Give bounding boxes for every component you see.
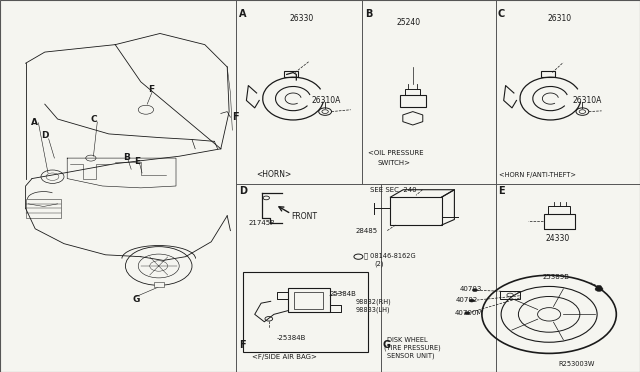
Text: 25240: 25240 (397, 18, 421, 27)
Text: 98832(RH): 98832(RH) (355, 299, 391, 305)
Text: 25389B: 25389B (543, 274, 570, 280)
Text: E: E (498, 186, 504, 196)
Text: DISK WHEEL: DISK WHEEL (387, 337, 428, 343)
Text: SWITCH>: SWITCH> (378, 160, 411, 166)
Text: 26330: 26330 (290, 14, 314, 23)
Text: 24330: 24330 (545, 234, 570, 243)
Circle shape (596, 285, 602, 288)
Text: B: B (123, 153, 130, 162)
Text: (2): (2) (374, 260, 384, 267)
Text: <OIL PRESSURE: <OIL PRESSURE (368, 150, 424, 155)
Text: 28485: 28485 (355, 228, 378, 234)
Text: D: D (239, 186, 247, 196)
Text: -25384B: -25384B (276, 335, 306, 341)
Text: SEE SEC. 240: SEE SEC. 240 (370, 187, 417, 193)
Text: (TIRE PRESSURE): (TIRE PRESSURE) (384, 344, 441, 351)
Text: 98833(LH): 98833(LH) (355, 306, 390, 313)
Text: Ⓑ 08146-8162G: Ⓑ 08146-8162G (364, 253, 415, 259)
Text: F: F (148, 85, 155, 94)
Text: 40700M: 40700M (454, 310, 483, 316)
Circle shape (472, 289, 477, 292)
Text: <F/SIDE AIR BAG>: <F/SIDE AIR BAG> (252, 354, 316, 360)
Text: A: A (31, 118, 38, 127)
Text: <HORN F/ANTI-THEFT>: <HORN F/ANTI-THEFT> (499, 172, 576, 178)
Text: F: F (232, 112, 239, 122)
Text: 21745P: 21745P (248, 220, 275, 226)
Text: E: E (134, 157, 141, 166)
Text: R253003W: R253003W (558, 361, 595, 367)
Text: <HORN>: <HORN> (256, 170, 292, 179)
Text: G: G (383, 340, 390, 350)
Text: G: G (132, 295, 140, 304)
Circle shape (595, 287, 603, 291)
Text: 40702: 40702 (456, 297, 478, 303)
Text: B: B (365, 9, 372, 19)
Circle shape (465, 312, 470, 315)
Text: C: C (498, 9, 505, 19)
Text: D: D (42, 131, 49, 140)
FancyBboxPatch shape (154, 282, 164, 287)
Text: FRONT: FRONT (291, 212, 317, 221)
Text: 26310A: 26310A (573, 96, 602, 105)
Text: 26310A: 26310A (312, 96, 341, 105)
Text: F: F (239, 340, 245, 350)
Text: 25384B: 25384B (330, 291, 356, 297)
Text: C: C (91, 115, 97, 124)
Circle shape (469, 299, 474, 302)
Text: SENSOR UNIT): SENSOR UNIT) (387, 352, 435, 359)
Text: 40703: 40703 (460, 286, 482, 292)
Text: A: A (239, 9, 246, 19)
Text: 26310: 26310 (547, 14, 572, 23)
